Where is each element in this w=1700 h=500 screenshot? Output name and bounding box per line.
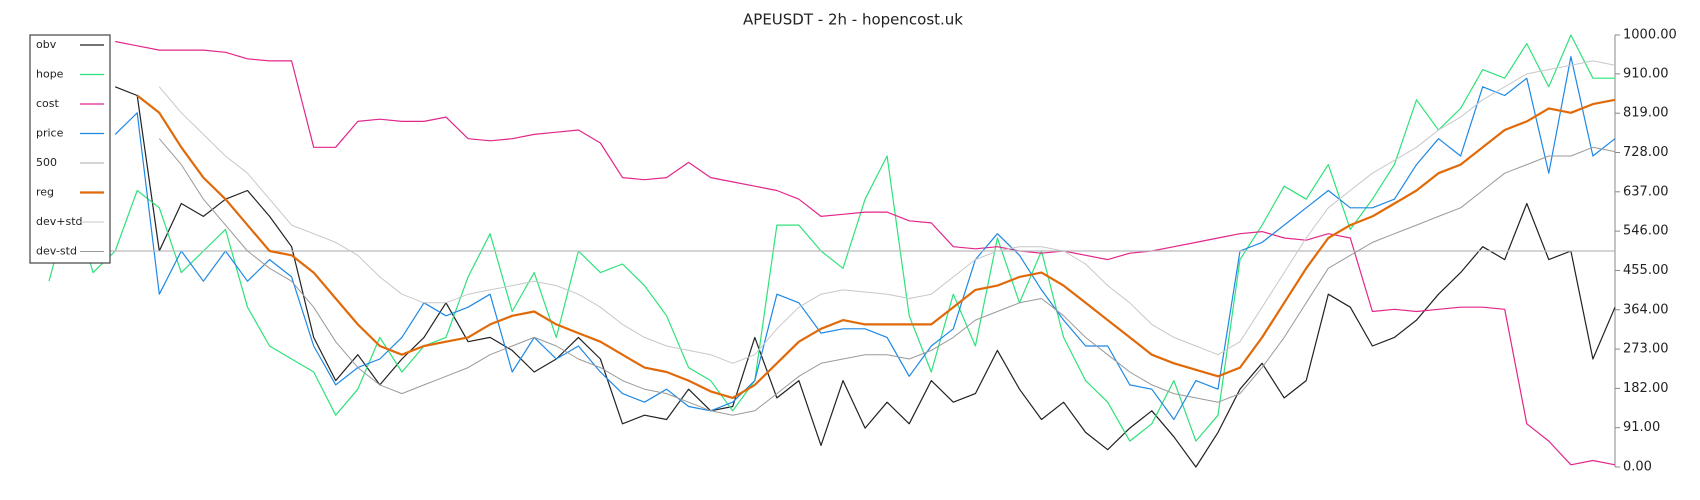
y-tick-label: 91.00 [1623, 420, 1660, 435]
legend: obv hope cost price 500 reg dev+std dev-std [29, 34, 111, 264]
y-tick-label: 546.00 [1623, 224, 1669, 239]
series-line [48, 34, 1615, 442]
series-line [114, 56, 1616, 421]
series-line [115, 40, 1616, 466]
y-tick-label: 1000.00 [1623, 28, 1677, 43]
legend-label: hope [36, 68, 64, 81]
legend-label: cost [36, 97, 60, 110]
y-tick-label: 910.00 [1623, 66, 1669, 81]
series-line [136, 94, 1616, 399]
legend-label: 500 [36, 156, 57, 169]
series-line [158, 138, 1616, 416]
legend-label: price [36, 127, 64, 140]
y-tick-label: 637.00 [1623, 184, 1669, 199]
legend-label: dev+std [36, 215, 83, 228]
legend-label: dev-std [36, 245, 77, 258]
series-line [158, 60, 1616, 364]
y-tick-label: 728.00 [1623, 145, 1669, 160]
y-tick-label: 364.00 [1623, 302, 1669, 317]
legend-box [29, 34, 111, 264]
y-tick-label: 182.00 [1623, 381, 1669, 396]
y-tick-label: 819.00 [1623, 106, 1669, 121]
y-tick-label: 0.00 [1623, 460, 1652, 475]
legend-label: obv [36, 38, 57, 51]
y-tick-label: 273.00 [1623, 342, 1669, 357]
chart-title: APEUSDT - 2h - hopencost.uk [743, 11, 963, 29]
y-tick-label: 455.00 [1623, 263, 1669, 278]
legend-label: reg [36, 186, 54, 199]
